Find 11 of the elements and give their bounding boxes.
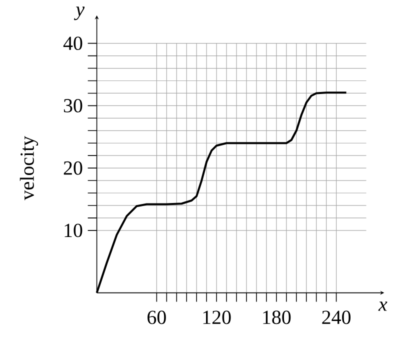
y-tick-label: 20 [64,161,82,175]
y-axis-title: velocity [20,136,38,200]
text: y [74,6,85,20]
x-tick-label: 120 [203,310,231,324]
x-tick-label: 240 [322,310,351,324]
x-axis-title: x [378,302,388,311]
y-tick-label: 10 [64,224,82,238]
x-tick-label: 180 [263,310,291,324]
y-tick-label: 40 [63,36,82,50]
y-tick-label: 30 [64,99,82,113]
x-tick-label: 60 [148,310,166,324]
